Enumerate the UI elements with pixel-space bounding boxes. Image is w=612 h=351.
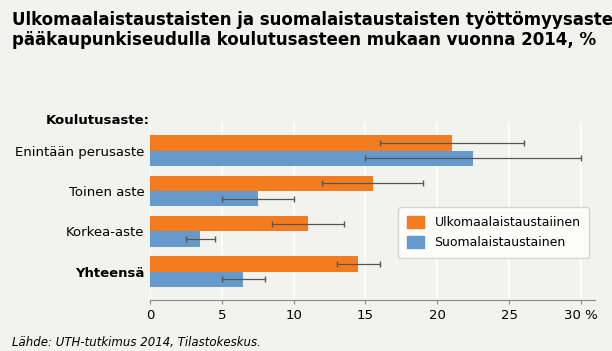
Legend: Ulkomaalaistaustaiinen, Suomalaistaustainen: Ulkomaalaistaustaiinen, Suomalaistaustai… bbox=[398, 207, 589, 258]
Bar bbox=[150, 216, 308, 231]
Bar bbox=[150, 191, 258, 206]
Text: Koulutusaste:: Koulutusaste: bbox=[46, 114, 150, 127]
Bar bbox=[150, 231, 200, 247]
Text: Lähde: UTH-tutkimus 2014, Tilastokeskus.: Lähde: UTH-tutkimus 2014, Tilastokeskus. bbox=[12, 336, 261, 349]
Bar bbox=[150, 135, 452, 151]
Bar bbox=[150, 151, 473, 166]
Bar bbox=[150, 256, 358, 272]
Bar bbox=[150, 176, 373, 191]
Bar bbox=[150, 272, 244, 287]
Text: Ulkomaalaistaustaisten ja suomalaistaustaisten työttömyysaste
pääkaupunkiseudull: Ulkomaalaistaustaisten ja suomalaistaust… bbox=[12, 11, 612, 49]
